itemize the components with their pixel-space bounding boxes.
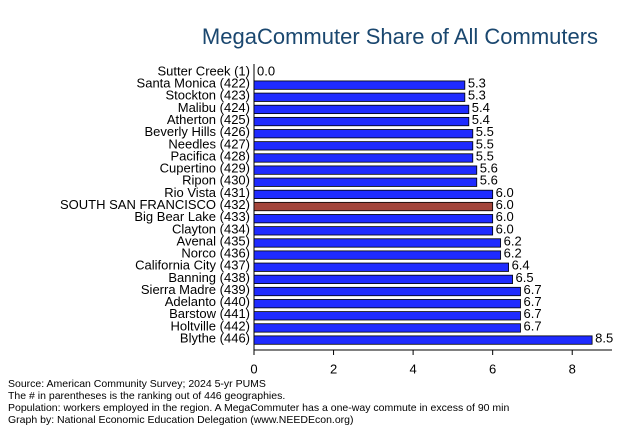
category-label: Stockton (423) — [165, 88, 250, 103]
value-label: 6.0 — [496, 221, 514, 236]
value-label: 0.0 — [257, 63, 275, 78]
bar — [253, 335, 593, 345]
category-label: Atherton (425) — [167, 112, 250, 127]
value-label: 5.4 — [472, 112, 490, 127]
category-label: Big Bear Lake (433) — [134, 209, 250, 224]
category-label: Pacifica (428) — [171, 148, 250, 163]
bar — [253, 177, 478, 187]
value-label: 5.5 — [476, 124, 494, 139]
bar — [253, 92, 466, 102]
value-label: 6.0 — [496, 209, 514, 224]
category-label: Santa Monica (422) — [137, 76, 250, 91]
bar — [253, 165, 478, 175]
value-label: 6.4 — [512, 258, 530, 273]
category-label: Malibu (424) — [178, 100, 250, 115]
chart-title: MegaCommuter Share of All Commuters — [202, 24, 598, 49]
value-label: 5.5 — [476, 148, 494, 163]
bar — [253, 201, 494, 212]
bar — [253, 250, 502, 260]
value-label: 6.2 — [504, 233, 522, 248]
category-label: SOUTH SAN FRANCISCO (432) — [60, 197, 250, 212]
bar — [253, 104, 470, 115]
x-tick-label: 0 — [250, 361, 257, 376]
category-label: Sutter Creek (1) — [158, 63, 250, 78]
bar — [253, 286, 521, 297]
category-label: Beverly Hills (426) — [145, 124, 250, 139]
category-label: Banning (438) — [168, 270, 250, 285]
category-label: Sierra Madre (439) — [141, 282, 250, 297]
x-tick-label: 8 — [569, 361, 576, 376]
bar — [253, 189, 494, 199]
bar — [253, 214, 494, 224]
bar — [253, 299, 521, 309]
category-label: Cupertino (429) — [160, 161, 250, 176]
bar — [253, 262, 509, 272]
value-label: 6.5 — [516, 270, 534, 285]
bar — [253, 141, 474, 151]
bar — [253, 311, 521, 321]
bar — [253, 238, 502, 248]
category-label: Needles (427) — [168, 136, 250, 151]
category-label: Clayton (434) — [172, 221, 250, 236]
category-label: Norco (436) — [181, 246, 250, 261]
value-label: 5.4 — [472, 100, 490, 115]
bar — [253, 116, 470, 127]
category-label: Adelanto (440) — [165, 294, 250, 309]
value-label: 5.6 — [480, 173, 498, 188]
category-label: Blythe (446) — [180, 331, 250, 346]
x-tick-label: 4 — [409, 361, 416, 376]
bar — [253, 274, 513, 284]
category-label: Avenal (435) — [177, 233, 250, 248]
value-label: 5.3 — [468, 88, 486, 103]
value-label: 6.7 — [524, 282, 542, 297]
x-tick-label: 2 — [330, 361, 337, 376]
footnote: Graph by: National Economic Education De… — [8, 414, 354, 426]
value-label: 6.0 — [496, 197, 514, 212]
category-label: California City (437) — [135, 258, 250, 273]
value-label: 6.0 — [496, 185, 514, 200]
bar — [253, 80, 466, 90]
value-label: 8.5 — [595, 331, 613, 346]
x-tick-label: 6 — [489, 361, 496, 376]
bar — [253, 153, 474, 163]
bar — [253, 323, 521, 333]
value-label: 6.7 — [524, 294, 542, 309]
bar — [253, 226, 494, 236]
category-label: Barstow (441) — [169, 306, 250, 321]
value-label: 6.2 — [504, 246, 522, 261]
category-label: Ripon (430) — [182, 173, 250, 188]
category-label: Rio Vista (431) — [164, 185, 250, 200]
value-label: 5.3 — [468, 76, 486, 91]
footnote: Source: American Community Survey; 2024 … — [8, 378, 266, 390]
value-label: 5.5 — [476, 136, 494, 151]
category-label: Holtville (442) — [171, 318, 250, 333]
footnote: The # in parentheses is the ranking out … — [8, 390, 285, 402]
value-label: 6.7 — [524, 306, 542, 321]
bar — [253, 129, 474, 139]
value-label: 5.6 — [480, 161, 498, 176]
footnote: Population: workers employed in the regi… — [8, 402, 509, 414]
value-label: 6.7 — [524, 318, 542, 333]
